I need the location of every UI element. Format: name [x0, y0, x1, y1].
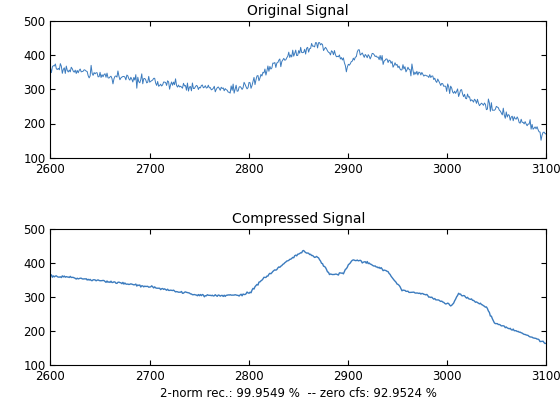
Title: Original Signal: Original Signal: [248, 5, 349, 18]
Title: Compressed Signal: Compressed Signal: [231, 212, 365, 226]
X-axis label: 2-norm rec.: 99.9549 %  -- zero cfs: 92.9524 %: 2-norm rec.: 99.9549 % -- zero cfs: 92.9…: [160, 387, 437, 400]
